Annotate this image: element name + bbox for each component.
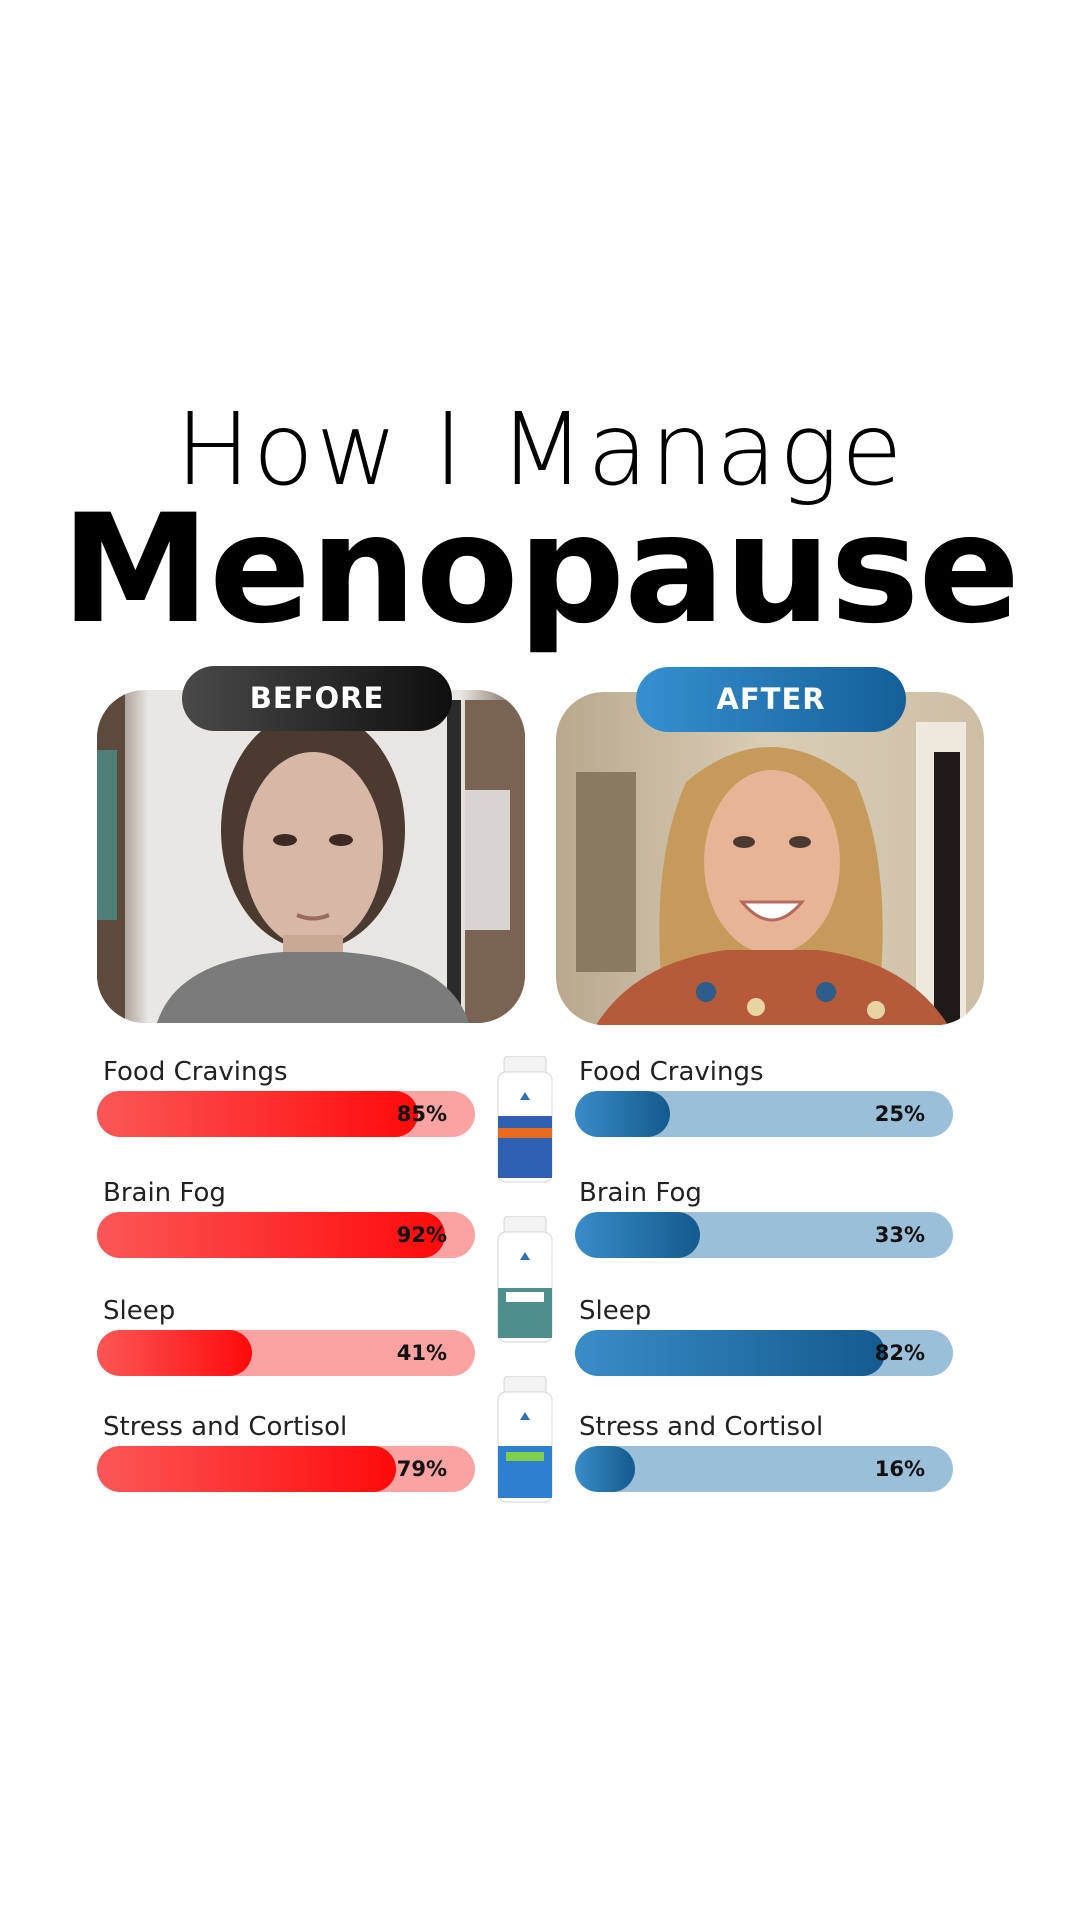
before-bar-value: 79% bbox=[396, 1457, 447, 1481]
title-line-1: How I Manage bbox=[175, 391, 905, 508]
after-metric-label-food-cravings: Food Cravings bbox=[579, 1057, 764, 1087]
after-bar-value: 82% bbox=[874, 1341, 925, 1365]
before-metric-label-stress: Stress and Cortisol bbox=[103, 1412, 348, 1442]
before-bar-fill bbox=[97, 1212, 445, 1258]
after-pill: AFTER bbox=[636, 667, 906, 732]
after-metric-label-brain-fog: Brain Fog bbox=[579, 1178, 702, 1208]
after-bar-fill bbox=[575, 1330, 885, 1376]
after-bar-brain-fog: 33% bbox=[575, 1212, 953, 1258]
after-bar-fill bbox=[575, 1091, 670, 1137]
after-bar-stress: 16% bbox=[575, 1446, 953, 1492]
before-photo bbox=[97, 690, 525, 1023]
after-metric-label-sleep: Sleep bbox=[579, 1296, 652, 1326]
before-bar-fill bbox=[97, 1091, 419, 1137]
after-bar-value: 16% bbox=[874, 1457, 925, 1481]
before-metric-label-food-cravings: Food Cravings bbox=[103, 1057, 288, 1087]
before-pill: BEFORE bbox=[182, 666, 452, 731]
before-bar-value: 85% bbox=[396, 1102, 447, 1126]
after-bar-value: 33% bbox=[874, 1223, 925, 1247]
after-bar-value: 25% bbox=[874, 1102, 925, 1126]
after-bar-food-cravings: 25% bbox=[575, 1091, 953, 1137]
after-bar-fill bbox=[575, 1212, 700, 1258]
supplement-bottle-icon bbox=[494, 1216, 556, 1344]
supplement-bottle-icon bbox=[494, 1056, 556, 1184]
before-bar-sleep: 41% bbox=[97, 1330, 475, 1376]
after-photo bbox=[556, 692, 984, 1025]
before-bar-brain-fog: 92% bbox=[97, 1212, 475, 1258]
before-bar-value: 41% bbox=[396, 1341, 447, 1365]
before-bar-stress: 79% bbox=[97, 1446, 475, 1492]
supplement-bottle-icon bbox=[494, 1376, 556, 1504]
before-bar-food-cravings: 85% bbox=[97, 1091, 475, 1137]
before-bar-fill bbox=[97, 1330, 252, 1376]
title-line-2: Menopause bbox=[60, 483, 1020, 657]
before-metric-label-sleep: Sleep bbox=[103, 1296, 176, 1326]
before-bar-fill bbox=[97, 1446, 396, 1492]
after-metric-label-stress: Stress and Cortisol bbox=[579, 1412, 824, 1442]
before-bar-value: 92% bbox=[396, 1223, 447, 1247]
after-bar-fill bbox=[575, 1446, 636, 1492]
after-bar-sleep: 82% bbox=[575, 1330, 953, 1376]
before-metric-label-brain-fog: Brain Fog bbox=[103, 1178, 226, 1208]
